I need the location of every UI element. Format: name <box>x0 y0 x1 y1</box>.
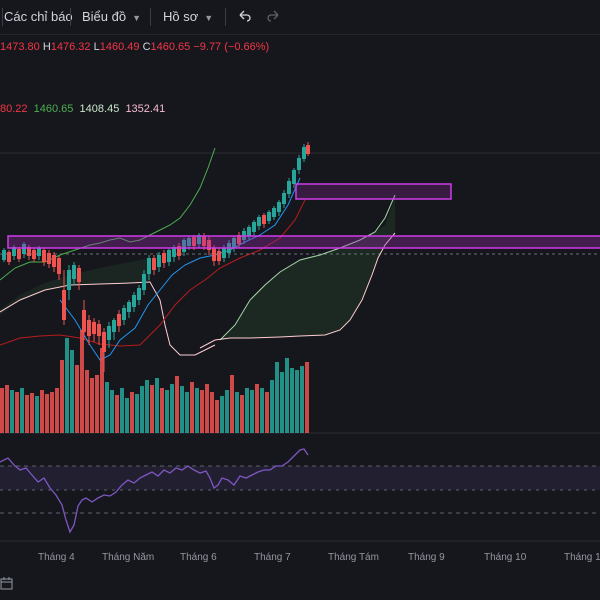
toolbar-divider <box>150 8 151 26</box>
toolbar-divider <box>225 8 226 26</box>
time-label: Tháng 9 <box>408 552 445 563</box>
time-axis: Tháng 4 Tháng Năm Tháng 6 Tháng 7 Tháng … <box>38 552 600 563</box>
top-toolbar: Các chỉ báo Biểu đồ ▼ Hồ sơ ▼ <box>0 0 600 35</box>
time-label: Tháng Tám <box>328 552 379 563</box>
rsi-line <box>0 448 309 534</box>
toolbar-divider <box>70 8 71 26</box>
time-label: Tháng 6 <box>180 552 217 563</box>
kijun-line <box>0 199 306 347</box>
senkou-span-b-early <box>0 281 216 356</box>
redo-icon <box>267 10 279 22</box>
indicator-value: 1460.65 <box>33 103 74 115</box>
chart-button[interactable]: Biểu đồ ▼ <box>82 7 141 27</box>
redo-button[interactable] <box>266 7 282 27</box>
toolbar-divider <box>2 8 3 26</box>
ohlc-change: −9.77 (−0.66%) <box>193 41 270 53</box>
time-label: Tháng 1 <box>564 552 600 563</box>
time-label: Tháng 4 <box>38 552 75 563</box>
time-label: Tháng 10 <box>484 552 527 563</box>
undo-icon <box>239 10 251 22</box>
chevron-down-icon: ▼ <box>204 13 214 23</box>
senkou-span-a <box>219 194 396 341</box>
chikou-span <box>0 147 216 281</box>
calendar-icon[interactable] <box>0 577 14 591</box>
indicator-legend: 80.22 1460.65 1408.45 1352.41 <box>0 103 165 115</box>
indicators-label: Các chỉ báo <box>4 9 73 24</box>
senkou-span-b <box>199 232 396 349</box>
chart-label: Biểu đồ <box>82 9 127 24</box>
ohlc-open: 1473.80 <box>0 41 40 53</box>
profile-label: Hồ sơ <box>163 9 199 24</box>
resistance-zone-lower[interactable] <box>7 235 600 249</box>
chevron-down-icon: ▼ <box>132 13 142 23</box>
ohlc-close-prefix: C <box>142 41 151 53</box>
ohlc-low-prefix: L <box>93 41 100 53</box>
volume-bars <box>0 330 309 433</box>
ichimoku-cloud <box>220 198 395 340</box>
time-label: Tháng 7 <box>254 552 291 563</box>
indicators-button[interactable]: Các chỉ báo <box>4 7 73 27</box>
profile-button[interactable]: Hồ sơ ▼ <box>163 7 213 27</box>
resistance-zone-upper[interactable] <box>295 183 452 200</box>
indicator-value: 1408.45 <box>79 103 120 115</box>
ichimoku-cloud-early <box>0 258 150 315</box>
ohlc-high: 1476.32 <box>50 41 91 53</box>
ohlc-high-prefix: H <box>42 41 51 53</box>
undo-button[interactable] <box>236 7 252 27</box>
rsi-band <box>0 466 600 490</box>
indicator-value: 1352.41 <box>125 103 166 115</box>
ohlc-low: 1460.49 <box>99 41 140 53</box>
ohlc-close: 1460.65 <box>150 41 191 53</box>
bottom-toolbar <box>0 573 600 600</box>
indicator-value: 80.22 <box>0 103 28 115</box>
ohlc-legend: 1473.80 H1476.32 L1460.49 C1460.65 −9.77… <box>0 41 269 53</box>
time-label: Tháng Năm <box>102 552 154 563</box>
